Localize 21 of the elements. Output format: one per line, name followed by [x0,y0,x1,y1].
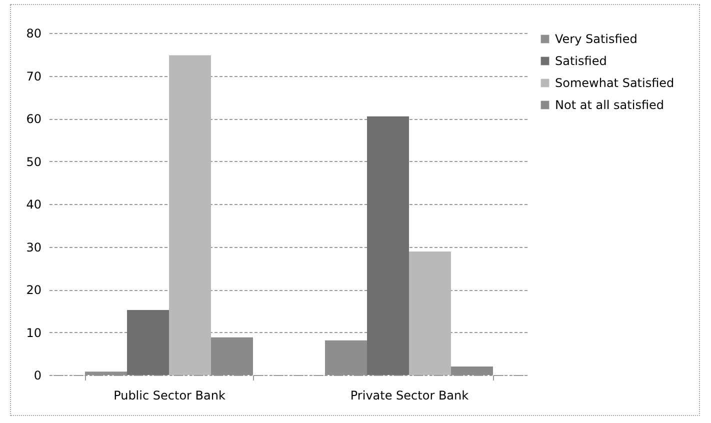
x-tick-label: Private Sector Bank [350,388,469,402]
legend-label: Very Satisfied [555,32,638,46]
y-tick-label: 80 [26,26,42,40]
bar [367,116,409,375]
bar [211,337,253,375]
bar [127,310,169,375]
y-tick-label: 0 [34,368,42,382]
y-tick-label: 20 [26,283,42,297]
bar [169,55,211,375]
bar [451,366,493,375]
y-tick-label: 30 [26,240,42,254]
legend-label: Satisfied [555,54,607,68]
y-tick-label: 60 [26,112,42,126]
x-tick-label: Public Sector Bank [114,388,226,402]
legend-label: Somewhat Satisfied [555,76,674,90]
legend-label: Not at all satisfied [555,98,664,112]
y-tick-label: 40 [26,198,42,212]
y-tick-label: 10 [26,326,42,340]
bar [409,251,451,375]
y-tick-label: 70 [26,69,42,84]
y-tick-label: 50 [26,154,42,169]
